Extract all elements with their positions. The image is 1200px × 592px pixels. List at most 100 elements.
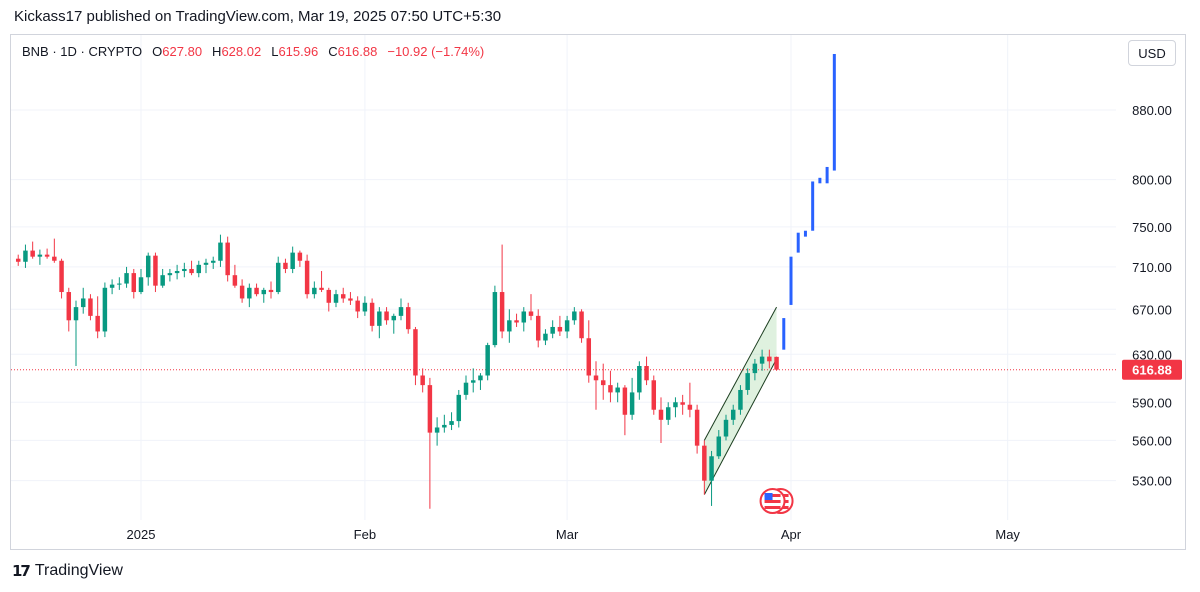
x-tick-label: Mar: [556, 527, 579, 542]
channel-lower-line: [703, 358, 777, 495]
publish-info: Kickass17 published on TradingView.com, …: [14, 8, 502, 25]
x-tick-label: Feb: [354, 527, 376, 542]
chart-frame: [10, 34, 1186, 550]
candle-body: [767, 356, 772, 362]
candle-body: [405, 307, 411, 330]
candle-body: [564, 320, 570, 332]
candle-body: [167, 273, 173, 276]
candle-body: [514, 320, 519, 323]
projection-bar: [825, 166, 829, 184]
y-tick-label: 590.00: [1132, 395, 1172, 410]
candle-body: [275, 262, 281, 293]
channel-upper-line: [703, 306, 777, 441]
candle-body: [608, 385, 613, 393]
candle-body: [644, 365, 649, 381]
y-tick-label: 880.00: [1132, 103, 1172, 118]
candle-body: [333, 294, 339, 303]
candle-body: [673, 402, 678, 408]
candle-body: [297, 252, 303, 261]
candle-body: [109, 284, 115, 288]
candle-body: [600, 380, 606, 386]
y-tick-label: 630.00: [1132, 347, 1172, 362]
candle-body: [550, 326, 555, 334]
candle-body: [463, 382, 469, 395]
flag-stripe: [764, 506, 781, 509]
candle-body: [730, 409, 736, 420]
candle-body: [174, 271, 180, 274]
candle-body: [182, 268, 187, 272]
candle-body: [15, 258, 21, 262]
candle-body: [535, 315, 541, 341]
candle-body: [117, 283, 122, 285]
y-tick-label: 710.00: [1132, 260, 1172, 275]
candle-body: [752, 363, 758, 374]
candle-body: [651, 380, 657, 410]
candle-body: [348, 298, 353, 301]
open-label: O: [152, 44, 163, 59]
candle-body: [687, 404, 693, 410]
candle-body: [59, 260, 64, 293]
projection-bar: [832, 53, 836, 171]
candle-body: [456, 394, 462, 422]
ohlc-legend: BNB · 1D · CRYPTO O627.80 H628.02 L615.96 C6…: [22, 44, 484, 59]
candle-body: [88, 298, 93, 316]
candle-body: [131, 273, 137, 293]
projection-bar: [811, 181, 815, 231]
candle-body: [355, 300, 360, 312]
candle-body: [247, 287, 252, 299]
us-flag-icon: [759, 488, 794, 514]
candle-body: [774, 356, 779, 370]
candle-body: [528, 311, 534, 316]
candle-body: [102, 287, 108, 332]
candle-body: [37, 254, 43, 257]
candle-body: [362, 302, 368, 312]
tradingview-logo[interactable]: 17 TradingView: [12, 562, 123, 580]
open-value: 627.80: [162, 44, 203, 59]
projection-bar: [782, 318, 786, 350]
candle-body: [73, 307, 79, 321]
candle-body: [232, 275, 238, 286]
candle-body: [153, 255, 158, 286]
candle-body: [759, 356, 765, 364]
candle-body: [449, 421, 454, 425]
candle-body: [629, 392, 635, 415]
flag-canton: [764, 493, 773, 500]
candle-body: [304, 260, 310, 295]
brand-name: TradingView: [34, 562, 123, 579]
projection-bar: [818, 177, 822, 184]
candle-body: [44, 254, 50, 257]
y-tick-label: 750.00: [1132, 220, 1172, 235]
candle-body: [66, 292, 72, 321]
y-tick-label: 670.00: [1132, 302, 1172, 317]
candle-body: [492, 292, 498, 346]
low-value: 615.96: [278, 44, 319, 59]
close-value: 616.88: [337, 44, 378, 59]
candle-body: [615, 387, 620, 393]
candle-body: [557, 326, 563, 332]
candle-body: [225, 242, 230, 276]
candle-body: [261, 289, 267, 295]
candle-body: [52, 256, 57, 261]
currency-button[interactable]: USD: [1128, 40, 1176, 66]
high-label: H: [212, 44, 222, 59]
candle-body: [23, 250, 28, 262]
candle-body: [384, 311, 389, 321]
candle-body: [507, 320, 512, 332]
candle-body: [420, 375, 425, 386]
x-tick-label: 2025: [127, 527, 156, 542]
candle-body: [290, 252, 295, 269]
last-price-label: 616.88: [1132, 363, 1172, 378]
candle-body: [283, 262, 288, 269]
candle-body: [543, 333, 548, 341]
candle-body: [138, 277, 144, 293]
candle-body: [369, 302, 375, 326]
low-label: L: [271, 44, 279, 59]
candle-body: [723, 419, 729, 437]
candle-body: [203, 262, 209, 265]
candle-body: [709, 456, 714, 481]
candle-body: [521, 311, 527, 323]
symbol-label[interactable]: BNB · 1D · CRYPTO: [22, 44, 143, 59]
candle-body: [30, 250, 35, 257]
candle-body: [572, 311, 577, 321]
